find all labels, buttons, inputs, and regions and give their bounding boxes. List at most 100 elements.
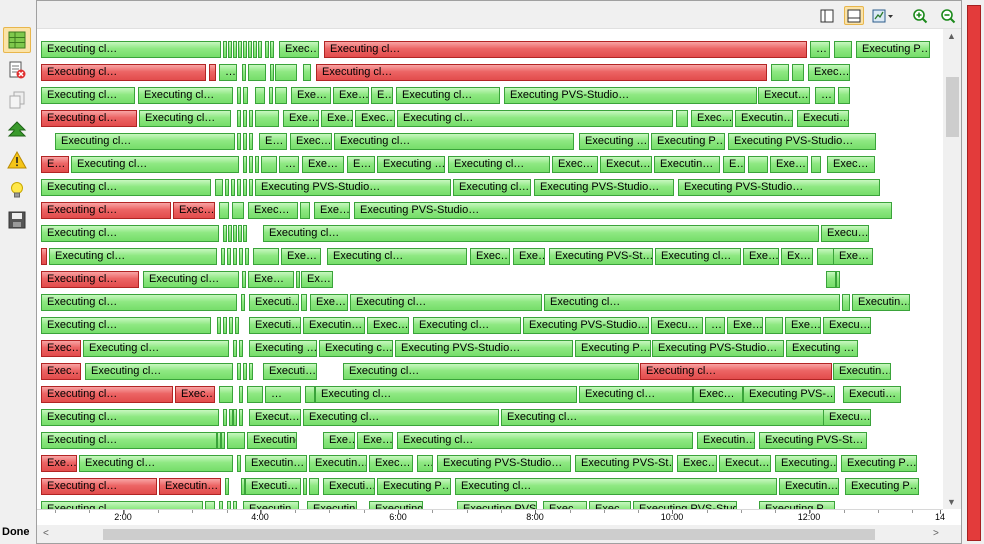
task-bar[interactable]: Executing cl… <box>413 317 521 334</box>
task-bar[interactable]: Exe… <box>333 87 369 104</box>
task-bar[interactable]: Executing cl… <box>71 156 239 173</box>
task-bar[interactable]: Exe… <box>281 248 321 265</box>
task-bar[interactable] <box>221 432 225 449</box>
execution-grid-icon[interactable] <box>3 27 31 53</box>
task-bar[interactable]: Executing cl… <box>139 110 231 127</box>
task-bar[interactable] <box>834 41 852 58</box>
task-bar[interactable] <box>223 41 227 58</box>
task-bar[interactable] <box>228 41 232 58</box>
task-bar[interactable] <box>270 64 274 81</box>
task-bar[interactable]: Executing cl… <box>579 386 693 403</box>
lightbulb-icon[interactable] <box>3 177 31 203</box>
task-bar[interactable] <box>229 409 233 426</box>
task-bar[interactable]: Executin… <box>243 501 299 509</box>
scroll-down-icon[interactable]: ▼ <box>947 497 956 507</box>
task-bar[interactable] <box>248 41 252 58</box>
task-bar[interactable]: Executing PVS-St… <box>759 432 867 449</box>
task-bar[interactable]: Executing PVS-… <box>743 386 835 403</box>
task-bar[interactable] <box>233 409 237 426</box>
task-bar[interactable] <box>748 156 768 173</box>
task-bar[interactable]: Exec… <box>367 317 409 334</box>
task-bar[interactable]: Executing cl… <box>303 409 499 426</box>
task-bar[interactable] <box>242 64 246 81</box>
task-bar[interactable] <box>243 225 247 242</box>
failed-task-bar[interactable]: Executing cl… <box>41 271 139 288</box>
task-bar[interactable]: Executing cl… <box>41 409 219 426</box>
task-bar[interactable] <box>223 317 227 334</box>
task-bar[interactable]: … <box>265 386 301 403</box>
task-bar[interactable] <box>242 271 246 288</box>
scroll-left-icon[interactable]: < <box>43 528 49 539</box>
go-up-icon[interactable] <box>3 117 31 143</box>
task-bar[interactable]: E… <box>371 87 393 104</box>
task-bar[interactable] <box>296 271 300 288</box>
task-bar[interactable]: Execu… <box>823 409 871 426</box>
task-bar[interactable]: Exec… <box>552 156 598 173</box>
task-bar[interactable] <box>303 64 311 81</box>
task-bar[interactable] <box>205 501 215 509</box>
task-bar[interactable]: Exec… <box>691 110 733 127</box>
task-bar[interactable]: Executing PV… <box>369 501 423 509</box>
task-bar[interactable]: Executing… <box>775 455 837 472</box>
task-bar[interactable]: Executing P… <box>759 501 835 509</box>
task-bar[interactable] <box>255 156 259 173</box>
task-bar[interactable]: Exec… <box>589 501 631 509</box>
task-bar[interactable]: Executing PVS-St… <box>575 455 673 472</box>
task-bar[interactable]: Exe… <box>310 294 348 311</box>
task-bar[interactable]: Exec… <box>677 455 717 472</box>
copy-icon[interactable] <box>3 87 31 113</box>
task-bar[interactable]: Exec… <box>470 248 510 265</box>
task-bar[interactable]: Executing cl… <box>315 386 577 403</box>
task-bar[interactable] <box>243 87 248 104</box>
task-bar[interactable]: Executing cl… <box>343 363 639 380</box>
task-bar[interactable]: Executing PVS-Stud… <box>633 501 737 509</box>
task-bar[interactable]: E… <box>347 156 375 173</box>
task-bar[interactable]: Executing P… <box>377 478 451 495</box>
task-bar[interactable] <box>771 64 789 81</box>
task-bar[interactable]: Exe… <box>770 156 808 173</box>
task-bar[interactable]: Execut… <box>249 409 301 426</box>
task-bar[interactable] <box>233 340 237 357</box>
task-bar[interactable] <box>247 386 263 403</box>
task-bar[interactable]: Executing cl… <box>41 501 203 509</box>
vertical-scrollbar[interactable]: ▲ ▼ <box>943 29 961 509</box>
task-bar[interactable]: Executin… <box>307 501 357 509</box>
task-bar[interactable] <box>227 501 231 509</box>
task-bar[interactable]: Executing PVS-Studio… <box>395 340 573 357</box>
task-bar[interactable]: Execut… <box>719 455 771 472</box>
task-bar[interactable] <box>239 386 243 403</box>
task-bar[interactable]: Executing cl… <box>397 110 673 127</box>
task-bar[interactable] <box>826 271 836 288</box>
task-bar[interactable] <box>265 41 269 58</box>
task-bar[interactable] <box>223 409 227 426</box>
task-bar[interactable] <box>243 41 247 58</box>
task-bar[interactable] <box>225 478 229 495</box>
task-bar[interactable] <box>239 340 243 357</box>
task-bar[interactable]: Executing cl… <box>41 225 219 242</box>
task-bar[interactable] <box>238 225 242 242</box>
task-bar[interactable] <box>269 87 273 104</box>
task-bar[interactable]: Exec… <box>808 64 850 81</box>
task-bar[interactable]: E… <box>259 133 287 150</box>
task-bar[interactable]: Execut… <box>758 87 810 104</box>
task-bar[interactable]: Executing … <box>579 133 649 150</box>
task-bar[interactable]: Executing PVS-St… <box>549 248 653 265</box>
task-bar[interactable]: Executing P… <box>575 340 651 357</box>
task-bar[interactable] <box>237 133 241 150</box>
task-bar[interactable] <box>303 478 307 495</box>
task-bar[interactable] <box>811 156 821 173</box>
task-bar[interactable]: Executing cl… <box>41 87 135 104</box>
task-bar[interactable] <box>258 41 262 58</box>
task-bar[interactable] <box>243 363 247 380</box>
task-bar[interactable]: E… <box>723 156 745 173</box>
task-bar[interactable]: Exec… <box>290 133 332 150</box>
failed-task-bar[interactable]: Exec… <box>41 363 81 380</box>
task-bar[interactable] <box>241 294 245 311</box>
task-bar[interactable]: Executing PVS-Studio… <box>255 179 451 196</box>
task-bar[interactable] <box>233 41 237 58</box>
task-bar[interactable]: Executi… <box>249 317 301 334</box>
task-bar[interactable] <box>233 501 237 509</box>
task-bar[interactable]: Executing cl… <box>41 41 221 58</box>
task-bar[interactable]: Executi… <box>323 478 375 495</box>
failed-task-bar[interactable]: Executing cl… <box>640 363 832 380</box>
